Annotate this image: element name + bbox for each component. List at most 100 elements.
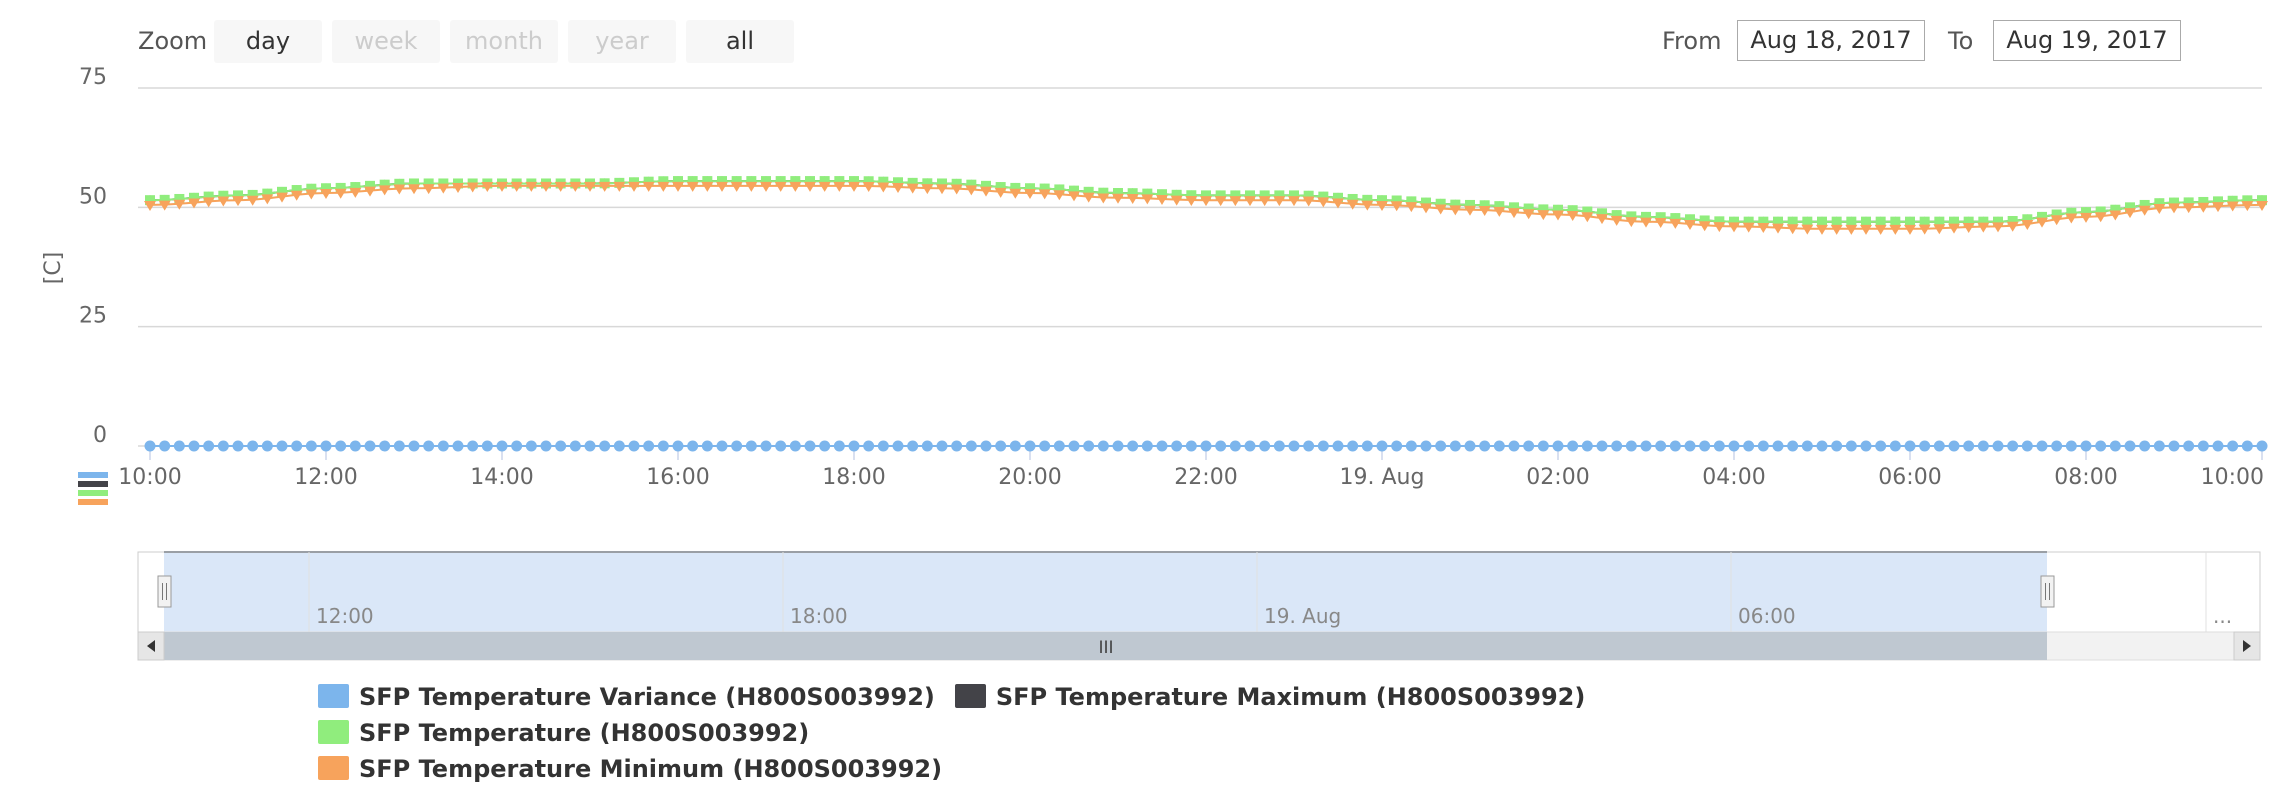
data-point bbox=[921, 184, 934, 195]
legend-label: SFP Temperature Minimum (H800S003992) bbox=[359, 755, 943, 783]
data-point bbox=[804, 440, 816, 452]
x-tick-label: 06:00 bbox=[1878, 465, 1941, 490]
data-point bbox=[408, 184, 420, 195]
zoom-week-button[interactable]: week bbox=[332, 20, 440, 63]
data-point bbox=[2051, 209, 2062, 220]
data-point bbox=[1802, 216, 1813, 227]
data-point bbox=[1494, 201, 1505, 212]
legend-item[interactable]: SFP Temperature Minimum (H800S003992) bbox=[318, 755, 942, 783]
data-point bbox=[1156, 440, 1168, 452]
navigator-left-handle[interactable] bbox=[157, 575, 172, 608]
data-point bbox=[2065, 440, 2077, 452]
data-point bbox=[1377, 195, 1387, 206]
data-point bbox=[2124, 440, 2136, 452]
data-point bbox=[276, 440, 288, 452]
data-point bbox=[1523, 440, 1535, 452]
data-point bbox=[1273, 440, 1285, 452]
data-point bbox=[819, 440, 831, 452]
data-point bbox=[1069, 185, 1079, 196]
data-point bbox=[262, 188, 273, 199]
data-point bbox=[1597, 208, 1607, 219]
data-point bbox=[423, 178, 434, 189]
data-point bbox=[233, 190, 243, 201]
navigator-right-handle[interactable] bbox=[2040, 575, 2055, 608]
zoom-year-button[interactable]: year bbox=[568, 20, 676, 63]
data-point bbox=[2109, 440, 2121, 452]
legend-item[interactable]: SFP Temperature Maximum (H800S003992) bbox=[954, 683, 1586, 711]
data-point bbox=[731, 440, 743, 452]
scrollbar-left-arrow[interactable] bbox=[137, 631, 165, 661]
data-point bbox=[687, 176, 698, 187]
data-point bbox=[1479, 200, 1490, 211]
zoom-month-button[interactable]: month bbox=[450, 20, 558, 63]
grid-lines bbox=[138, 87, 2262, 447]
navigator-selected-range[interactable] bbox=[164, 552, 2047, 632]
data-point bbox=[658, 176, 669, 187]
data-point bbox=[804, 181, 816, 192]
data-point bbox=[1567, 205, 1578, 216]
data-point bbox=[1156, 194, 1168, 205]
data-point bbox=[672, 181, 684, 192]
data-point bbox=[2007, 216, 2018, 227]
navigator[interactable]: 12:00 18:00 19. Aug 06:00... III bbox=[137, 551, 2261, 661]
data-point bbox=[584, 181, 596, 192]
data-point bbox=[716, 181, 728, 192]
data-point bbox=[2051, 440, 2063, 452]
data-point bbox=[1141, 440, 1153, 452]
scrollbar-thumb[interactable] bbox=[164, 632, 2047, 660]
zoom-all-button[interactable]: all bbox=[686, 20, 794, 63]
data-point bbox=[2241, 440, 2253, 452]
data-point bbox=[1801, 224, 1814, 235]
data-point bbox=[2256, 200, 2268, 211]
data-point bbox=[834, 176, 845, 187]
data-point bbox=[1860, 224, 1872, 235]
chart-area[interactable]: 75 50 25 0 [C] 10:00 12:00 14:00 16:00 18:00 20:… bbox=[0, 0, 2280, 680]
data-point bbox=[1479, 440, 1491, 452]
data-point bbox=[145, 195, 155, 206]
data-point bbox=[409, 178, 419, 189]
data-point bbox=[1332, 440, 1344, 452]
data-point bbox=[1493, 440, 1505, 452]
data-point bbox=[2256, 440, 2268, 452]
data-point bbox=[1875, 216, 1886, 227]
from-date-input[interactable]: Aug 18, 2017 bbox=[1737, 20, 1925, 61]
data-point bbox=[1787, 440, 1799, 452]
data-point bbox=[1376, 440, 1388, 452]
zoom-day-button[interactable]: day bbox=[214, 20, 322, 63]
data-point bbox=[1581, 440, 1593, 452]
data-point bbox=[701, 181, 714, 192]
data-point bbox=[525, 440, 537, 452]
legend-label: SFP Temperature Maximum (H800S003992) bbox=[995, 683, 1586, 711]
data-point bbox=[775, 176, 786, 187]
data-point bbox=[2110, 204, 2121, 215]
data-point bbox=[379, 179, 390, 190]
data-point bbox=[2242, 195, 2253, 206]
data-point bbox=[1816, 440, 1828, 452]
data-point bbox=[496, 440, 508, 452]
data-point bbox=[877, 440, 889, 452]
data-point bbox=[2036, 217, 2048, 228]
data-point bbox=[1039, 440, 1051, 452]
data-point bbox=[481, 440, 493, 452]
data-point bbox=[510, 181, 523, 192]
data-point bbox=[423, 440, 435, 452]
data-point bbox=[1434, 204, 1447, 215]
data-point bbox=[1244, 440, 1256, 452]
data-point bbox=[761, 176, 771, 187]
to-label: To bbox=[1948, 27, 1974, 55]
data-point bbox=[217, 440, 229, 452]
data-point bbox=[936, 184, 948, 195]
y-tick-label: 75 bbox=[79, 65, 107, 90]
data-point bbox=[878, 176, 889, 187]
data-point bbox=[1127, 440, 1139, 452]
scrollbar-right-arrow[interactable] bbox=[2233, 631, 2261, 661]
data-point bbox=[1376, 200, 1388, 211]
data-point bbox=[686, 181, 699, 192]
data-point bbox=[1845, 224, 1858, 235]
data-point bbox=[1948, 223, 1960, 234]
data-point bbox=[1421, 197, 1431, 208]
to-date-input[interactable]: Aug 19, 2017 bbox=[1993, 20, 2181, 61]
legend-item[interactable]: SFP Temperature (H800S003992) bbox=[318, 719, 809, 747]
legend-item[interactable]: SFP Temperature Variance (H800S003992) bbox=[318, 683, 935, 711]
data-point bbox=[2241, 201, 2254, 212]
